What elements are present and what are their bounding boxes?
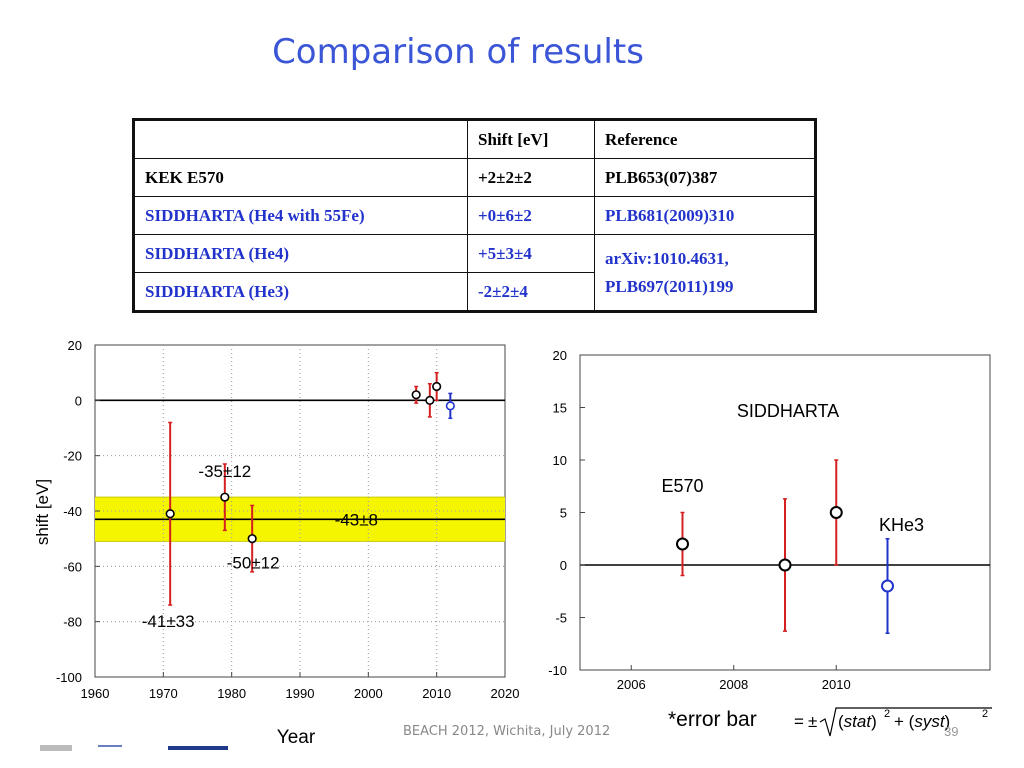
y-tick-label: 20	[553, 348, 567, 363]
table-header-row: Shift [eV] Reference	[133, 119, 816, 159]
y-tick-label: -40	[63, 504, 82, 519]
institution-logo-gray	[40, 745, 72, 751]
slide-footer: BEACH 2012, Wichita, July 2012	[403, 724, 611, 739]
x-tick-label: 1990	[286, 686, 315, 701]
y-tick-label: -60	[63, 559, 82, 574]
x-tick-label: 2010	[422, 686, 451, 701]
row-name: SIDDHARTA (He4)	[133, 234, 468, 273]
data-point	[425, 395, 435, 405]
x-tick-label: 2000	[354, 686, 383, 701]
data-label: E570	[661, 476, 703, 496]
x-tick-label: 2006	[617, 677, 646, 692]
y-tick-label: 10	[553, 453, 567, 468]
y-tick-label: 5	[560, 506, 567, 521]
header-cell-shift: Shift [eV]	[467, 119, 595, 159]
reference-line-2: PLB697(2011)199	[605, 276, 734, 296]
data-point	[778, 558, 792, 572]
data-point	[247, 534, 257, 544]
table-row: SIDDHARTA (He3) -2±2±4	[133, 272, 816, 312]
x-tick-label: 1970	[149, 686, 178, 701]
reference-line-1: arXiv:1010.4631,	[605, 248, 729, 268]
y-tick-label: 20	[68, 338, 82, 353]
data-label: KHe3	[879, 515, 924, 535]
data-point	[676, 537, 689, 551]
results-table: Shift [eV] Reference KEK E570 +2±2±2 PLB…	[132, 118, 817, 313]
row-shift: +2±2±2	[467, 158, 595, 197]
x-tick-label: 1980	[217, 686, 246, 701]
error-bar-label: *error bar	[668, 708, 757, 731]
data-point	[829, 506, 843, 519]
header-cell-empty	[133, 119, 468, 159]
header-cell-reference: Reference	[594, 119, 816, 159]
row-reference-merged: arXiv:1010.4631, PLB697(2011)199	[594, 234, 816, 312]
x-axis-label: Year	[277, 727, 316, 748]
x-tick-label: 2008	[719, 677, 748, 692]
row-name: SIDDHARTA (He4 with 55Fe)	[133, 196, 468, 235]
table-row: SIDDHARTA (He4) +5±3±4 arXiv:1010.4631, …	[133, 234, 816, 312]
page-number: 39	[944, 724, 959, 739]
data-label: -41±33	[142, 612, 195, 631]
data-label: -35±12	[198, 462, 251, 481]
institution-logo-text	[98, 745, 122, 755]
svg-text:2: 2	[884, 708, 890, 720]
table-row: SIDDHARTA (He4 with 55Fe) +0±6±2 PLB681(…	[133, 196, 816, 235]
y-tick-label: -80	[63, 615, 82, 630]
row-reference: PLB681(2009)310	[594, 196, 816, 235]
y-tick-label: -5	[555, 611, 567, 626]
row-name: SIDDHARTA (He3)	[133, 272, 468, 312]
y-tick-label: 15	[553, 401, 567, 416]
chart-title: SIDDHARTA	[737, 401, 839, 421]
svg-text:2: 2	[982, 708, 988, 720]
row-shift: -2±2±4	[467, 272, 595, 312]
row-name: KEK E570	[133, 158, 468, 197]
row-shift: +5±3±4	[467, 234, 595, 273]
svg-text:(stat): (stat)	[838, 712, 877, 731]
y-tick-label: 0	[75, 393, 82, 408]
data-label: -50±12	[227, 554, 280, 573]
y-axis-label: shift [eV]	[33, 479, 52, 545]
data-point	[445, 401, 455, 411]
x-tick-label: 2010	[822, 677, 851, 692]
data-point	[881, 579, 894, 593]
data-point	[220, 492, 230, 502]
data-point	[411, 390, 421, 400]
row-shift: +0±6±2	[467, 196, 595, 235]
y-tick-label: -100	[56, 670, 82, 685]
row-reference: PLB653(07)387	[594, 158, 816, 197]
slide-title: Comparison of results	[272, 32, 644, 72]
svg-text:=: =	[794, 712, 804, 731]
x-tick-label: 2020	[491, 686, 520, 701]
table-row: KEK E570 +2±2±2 PLB653(07)387	[133, 158, 816, 197]
y-tick-label: -20	[63, 449, 82, 464]
y-tick-label: 0	[560, 558, 567, 573]
data-point	[432, 381, 442, 392]
svg-text:+ (syst): + (syst)	[894, 712, 950, 731]
svg-text:±: ±	[808, 712, 817, 731]
data-point	[165, 509, 175, 519]
band-label: -43±8	[335, 510, 378, 529]
x-tick-label: 1960	[81, 686, 110, 701]
siddharta-chart: 20 15 10 5 0 -5 -10 2006 2008 2010 E570 KHe3 SIDDHA…	[548, 348, 991, 692]
y-tick-label: -10	[548, 663, 567, 678]
institution-logo-blue	[168, 746, 228, 750]
error-bar-formula: = ± (stat) 2 + (syst) 2	[794, 707, 992, 737]
